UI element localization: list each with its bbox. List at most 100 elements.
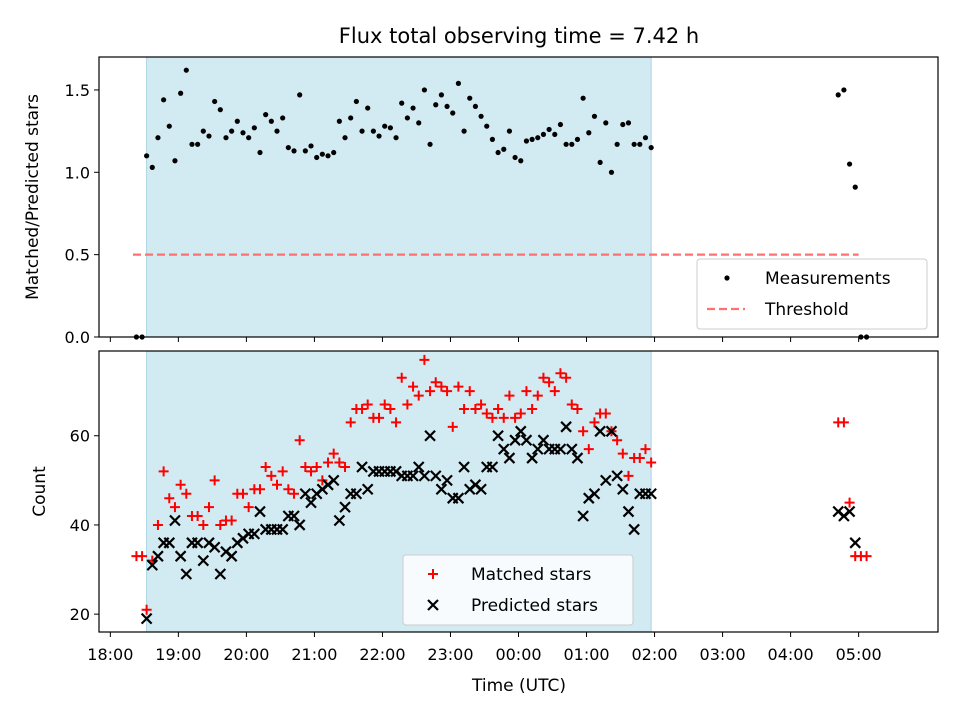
data-point [359, 128, 365, 134]
data-point [560, 421, 572, 433]
legend: Matched stars Predicted stars [402, 554, 634, 626]
data-point [407, 470, 419, 482]
data-point [586, 130, 592, 136]
data-point [209, 475, 220, 486]
data-point [223, 135, 229, 141]
data-point [240, 130, 246, 136]
legend-label: Predicted stars [471, 596, 598, 616]
data-point [552, 131, 558, 138]
data-point [453, 381, 464, 392]
data-point [838, 417, 849, 428]
data-point [180, 568, 193, 580]
y-axis-label: Matched/Predicted stars [23, 94, 43, 300]
data-point [342, 135, 348, 141]
data-point [614, 141, 620, 147]
data-point [549, 386, 560, 397]
data-point [597, 159, 603, 166]
data-point [158, 466, 169, 477]
data-point [141, 604, 152, 615]
data-point [299, 487, 312, 500]
data-point [172, 158, 178, 164]
data-point [435, 483, 448, 496]
data-point [174, 550, 187, 562]
legend-label: Matched stars [471, 565, 591, 585]
data-point [521, 386, 532, 397]
data-point [648, 144, 654, 151]
data-point [257, 149, 263, 156]
data-point [374, 412, 385, 423]
data-point [646, 457, 657, 468]
observing-span [146, 56, 652, 338]
data-point [509, 434, 521, 446]
data-point [217, 107, 223, 113]
data-point [611, 470, 623, 482]
data-point [393, 135, 399, 141]
data-point [504, 390, 515, 401]
data-point [617, 448, 628, 459]
data-point [140, 612, 153, 625]
data-point [849, 537, 862, 549]
legend: Measurements Threshold [696, 258, 928, 330]
data-point [379, 399, 390, 410]
data-point [495, 149, 501, 156]
data-point [623, 470, 634, 481]
data-point [353, 98, 359, 105]
x-tick-label: 23:00 [427, 645, 473, 664]
data-point [620, 121, 626, 128]
data-point [306, 466, 317, 477]
x-tick-label: 03:00 [700, 645, 746, 664]
data-point [175, 479, 186, 490]
data-point [268, 118, 274, 124]
data-point [212, 98, 218, 105]
count-panel: 20 40 60 18:00 19:00 20:00 21:00 22:00 23:00 00:0… [30, 350, 939, 664]
data-point [531, 443, 544, 455]
data-point [356, 461, 368, 473]
data-point [385, 403, 396, 414]
data-point [308, 143, 314, 149]
data-point [628, 523, 640, 536]
data-point [319, 151, 325, 157]
data-point [438, 92, 445, 98]
data-point [413, 390, 424, 401]
data-point [198, 519, 209, 530]
data-point [169, 502, 180, 513]
data-point [357, 403, 368, 414]
data-point [416, 120, 422, 126]
y-tick-label: 0.0 [65, 328, 90, 347]
legend-marker [428, 569, 438, 579]
data-point [470, 403, 481, 414]
data-point [203, 502, 214, 513]
data-point [251, 125, 257, 131]
y-tick-label: 20 [70, 605, 90, 624]
data-point [237, 488, 248, 499]
data-point [272, 479, 283, 490]
data-point [234, 118, 240, 124]
data-point [450, 110, 456, 116]
data-point [484, 123, 490, 129]
data-point [283, 484, 294, 495]
data-point [464, 386, 475, 397]
data-point [336, 118, 342, 124]
data-point [512, 154, 518, 161]
data-point [197, 554, 210, 567]
data-point [594, 425, 606, 438]
data-point [563, 141, 569, 147]
data-point [254, 484, 265, 495]
y-axis-label: Count [30, 466, 50, 517]
x-tick-label: 19:00 [155, 645, 201, 664]
data-point [266, 470, 277, 481]
data-point [289, 488, 300, 499]
data-point [331, 149, 337, 156]
data-point [566, 443, 578, 455]
data-point [297, 92, 303, 98]
data-point [302, 148, 308, 154]
data-point [861, 551, 872, 562]
x-tick-label: 01:00 [563, 645, 609, 664]
data-point [489, 136, 496, 142]
data-point [334, 457, 345, 468]
data-point [515, 408, 526, 419]
data-point [645, 487, 657, 500]
data-point [192, 511, 203, 522]
legend-box [696, 258, 928, 330]
data-point [544, 377, 555, 388]
